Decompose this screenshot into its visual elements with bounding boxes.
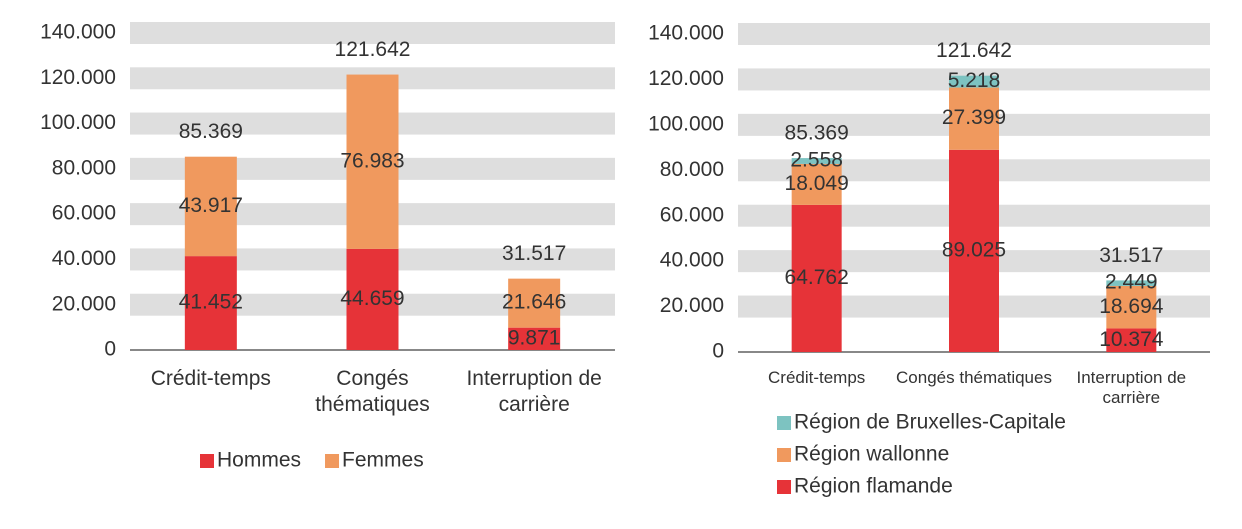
- bar-segment: [346, 74, 399, 249]
- y-tick-label: 100.000: [40, 111, 116, 134]
- y-tick-label: 0: [712, 340, 724, 363]
- legend-label: Région de Bruxelles-Capitale: [794, 411, 1066, 434]
- x-tick-label: Congés thématiques: [896, 368, 1052, 387]
- y-tick-label: 40.000: [660, 249, 724, 272]
- bar-segment: [1106, 328, 1157, 352]
- bar-segment: [508, 327, 561, 350]
- legend-swatch: [325, 454, 340, 468]
- x-tick-label: Crédit-temps: [768, 368, 866, 387]
- bar-segment: [508, 278, 561, 328]
- y-tick-label: 20.000: [52, 292, 116, 315]
- value-label: 5.218: [948, 69, 1001, 92]
- value-label: 44.659: [340, 287, 404, 310]
- x-tick-label: Interruption de carrière: [1076, 368, 1187, 407]
- bar-segment: [184, 156, 237, 257]
- y-tick-label: 20.000: [660, 294, 724, 317]
- y-tick-label: 140.000: [40, 21, 116, 44]
- total-label: 31.517: [1099, 244, 1163, 267]
- legend-label: Région flamande: [794, 475, 953, 498]
- bar-segment: [346, 248, 399, 350]
- x-tick-label: Congés thématiques: [315, 367, 430, 416]
- value-label: 43.917: [179, 194, 243, 217]
- value-label: 9.871: [508, 326, 561, 349]
- legend-swatch: [777, 480, 791, 494]
- bar-segment: [791, 163, 842, 205]
- y-tick-label: 80.000: [52, 156, 116, 179]
- y-tick-label: 80.000: [660, 158, 724, 181]
- bar-segment: [791, 204, 842, 352]
- total-label: 121.642: [335, 38, 411, 61]
- bar-segment: [791, 158, 842, 164]
- x-tick-label: Interruption de carrière: [466, 367, 602, 416]
- value-label: 18.049: [785, 172, 849, 195]
- y-tick-label: 120.000: [40, 66, 116, 89]
- bar-segment: [1106, 285, 1157, 329]
- value-label: 89.025: [942, 238, 1006, 261]
- bar-segment: [949, 149, 999, 352]
- value-label: 64.762: [785, 266, 849, 289]
- legend-label: Femmes: [342, 449, 424, 472]
- value-label: 27.399: [942, 106, 1006, 129]
- legend-label: Hommes: [217, 449, 301, 472]
- value-label: 41.452: [179, 291, 243, 314]
- value-label: 10.374: [1099, 328, 1164, 351]
- value-label: 2.558: [790, 149, 843, 172]
- bar-segment: [184, 256, 237, 350]
- y-tick-label: 120.000: [648, 67, 724, 90]
- value-label: 2.449: [1105, 271, 1158, 294]
- value-label: 18.694: [1099, 295, 1164, 318]
- grid-band: [130, 22, 615, 44]
- legend-label: Région wallonne: [794, 443, 949, 466]
- total-label: 85.369: [179, 120, 243, 143]
- value-label: 76.983: [340, 149, 404, 172]
- y-tick-label: 40.000: [52, 247, 116, 270]
- bar-segment: [949, 87, 999, 150]
- y-tick-label: 60.000: [52, 202, 116, 225]
- grid-band: [738, 23, 1210, 45]
- value-label: 21.646: [502, 291, 566, 314]
- total-label: 121.642: [936, 39, 1012, 62]
- legend-swatch: [777, 448, 791, 462]
- y-tick-label: 140.000: [648, 22, 724, 45]
- legend-swatch: [200, 454, 214, 468]
- y-tick-label: 100.000: [648, 112, 724, 135]
- bar-segment: [1106, 280, 1157, 286]
- bar-segment: [949, 75, 999, 88]
- y-tick-label: 0: [104, 338, 116, 361]
- y-tick-label: 60.000: [660, 203, 724, 226]
- legend-swatch: [777, 416, 791, 430]
- total-label: 31.517: [502, 242, 566, 265]
- total-label: 85.369: [785, 122, 849, 145]
- x-tick-label: Crédit-temps: [150, 367, 271, 390]
